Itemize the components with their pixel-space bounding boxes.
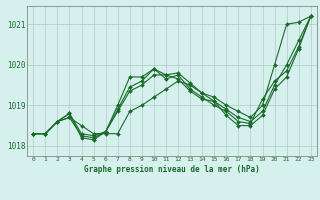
X-axis label: Graphe pression niveau de la mer (hPa): Graphe pression niveau de la mer (hPa) (84, 165, 260, 174)
